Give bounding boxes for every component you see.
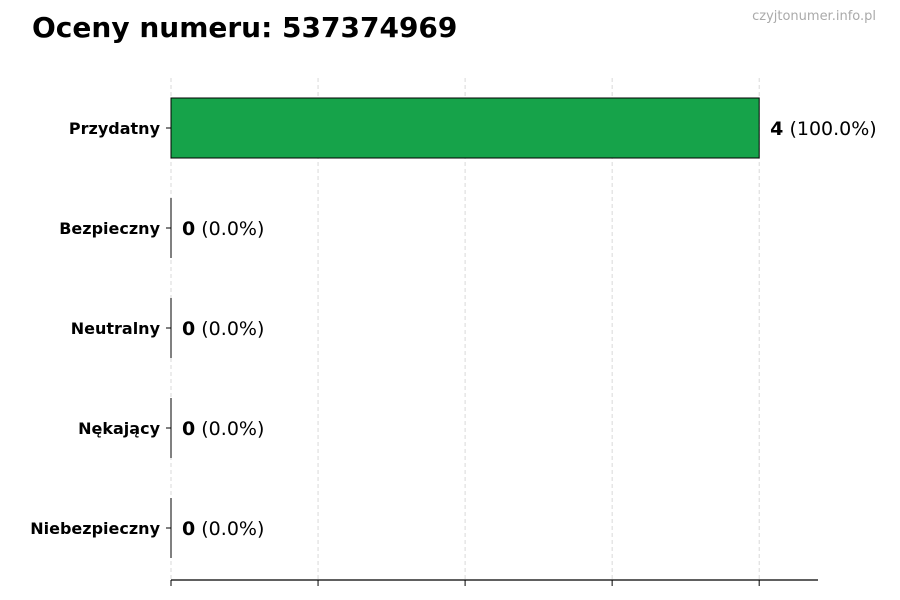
chart-title: Oceny numeru: 537374969 (32, 11, 458, 44)
data-label-value: 0 (182, 318, 195, 340)
data-label: 0 (0.0%) (182, 518, 264, 540)
data-label-value: 0 (182, 218, 195, 240)
watermark: czyjtonumer.info.pl (752, 9, 876, 24)
y-tick-label: Bezpieczny (59, 219, 160, 238)
data-label-value: 0 (182, 518, 195, 540)
data-label-percent: (0.0%) (195, 418, 264, 440)
data-label: 0 (0.0%) (182, 418, 264, 440)
y-tick-label: Neutralny (71, 319, 161, 338)
data-label-percent: (0.0%) (195, 518, 264, 540)
data-label: 0 (0.0%) (182, 318, 264, 340)
y-tick-label: Przydatny (69, 119, 161, 138)
data-label: 0 (0.0%) (182, 218, 264, 240)
y-tick-label: Niebezpieczny (30, 519, 160, 538)
data-label-percent: (100.0%) (783, 118, 876, 140)
data-label-percent: (0.0%) (195, 318, 264, 340)
data-label-value: 0 (182, 418, 195, 440)
y-tick-label: Nękający (78, 419, 160, 438)
data-label-percent: (0.0%) (195, 218, 264, 240)
data-label: 4 (100.0%) (770, 118, 877, 140)
bar (170, 97, 760, 159)
data-label-value: 4 (770, 118, 783, 140)
